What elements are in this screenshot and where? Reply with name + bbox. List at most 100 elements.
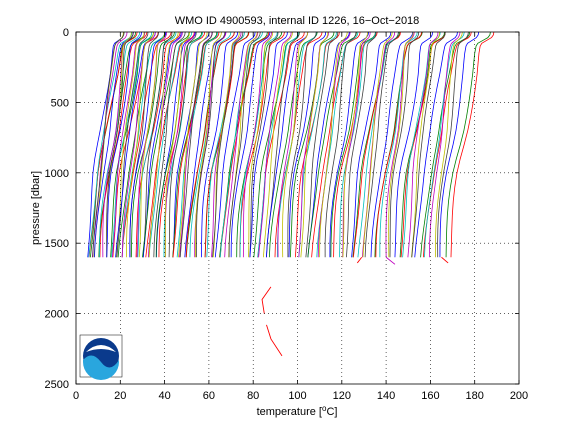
profile-line xyxy=(142,32,182,258)
profile-line xyxy=(102,32,134,258)
profile-line xyxy=(230,32,271,258)
x-tick-label: 180 xyxy=(466,390,484,402)
profile-line xyxy=(351,32,392,258)
profile-line xyxy=(266,32,309,258)
profile-line xyxy=(92,32,125,258)
profile-line xyxy=(185,32,235,258)
profile-line xyxy=(370,32,414,258)
profile-line xyxy=(87,32,125,258)
profile-line xyxy=(94,32,134,258)
profile-line xyxy=(228,32,261,258)
chart-title: WMO ID 4900593, internal ID 1226, 16−Oct… xyxy=(175,15,420,27)
profile-line xyxy=(339,32,377,258)
profile-line xyxy=(429,32,461,258)
profile-line xyxy=(242,32,272,258)
x-tick-label: 120 xyxy=(333,390,351,402)
profile-line xyxy=(138,32,165,258)
deep-profile-segment xyxy=(441,256,449,264)
profile-line xyxy=(168,32,197,258)
profile-line xyxy=(249,32,288,258)
profile-line xyxy=(126,32,154,258)
profile-line xyxy=(99,32,141,258)
x-tick-label: 60 xyxy=(203,390,215,402)
profile-line xyxy=(388,32,414,258)
profile-line xyxy=(239,32,278,258)
profile-line xyxy=(249,32,279,258)
profile-line xyxy=(364,32,399,258)
profile-line xyxy=(307,32,357,258)
profile-line xyxy=(319,32,348,258)
profile-line xyxy=(288,32,327,258)
profile-line xyxy=(394,32,433,258)
profile-line xyxy=(142,32,173,258)
plot-area xyxy=(87,32,495,357)
profile-line xyxy=(362,32,393,258)
deep-profile-segment xyxy=(385,256,396,265)
profile-line xyxy=(276,32,317,258)
profile-line xyxy=(153,32,186,258)
profile-line xyxy=(184,32,227,258)
profile-line xyxy=(178,32,208,258)
y-tick-label: 1000 xyxy=(45,168,69,180)
x-tick-label: 40 xyxy=(158,390,170,402)
profile-line xyxy=(156,32,196,258)
logo-wave xyxy=(83,355,119,380)
profile-line xyxy=(148,32,179,258)
profile-line xyxy=(346,32,377,258)
profile-line xyxy=(282,32,309,258)
profile-line xyxy=(164,32,190,258)
profile-line xyxy=(342,32,368,258)
grid xyxy=(76,32,519,384)
profile-line xyxy=(287,32,317,258)
deep-profile-segment xyxy=(356,257,363,264)
x-tick-label: 80 xyxy=(247,390,259,402)
noaa-logo xyxy=(79,334,123,380)
profile-line xyxy=(179,32,213,258)
profile-line xyxy=(130,32,175,258)
x-tick-label: 0 xyxy=(73,390,79,402)
profile-line xyxy=(329,32,370,258)
x-tick-label: 200 xyxy=(510,390,528,402)
profile-line xyxy=(212,32,244,258)
profile-line xyxy=(305,32,339,258)
profile-line xyxy=(411,32,440,258)
y-tick-label: 2500 xyxy=(45,379,69,391)
profile-line xyxy=(435,32,463,258)
profile-line xyxy=(450,32,495,258)
x-axis-title-main: temperature [ xyxy=(257,406,322,418)
profile-line xyxy=(330,32,376,258)
profile-line xyxy=(121,32,166,258)
x-tick-label: 140 xyxy=(377,390,395,402)
x-tick-label: 100 xyxy=(288,390,306,402)
profile-line xyxy=(201,32,239,258)
profile-line xyxy=(389,32,420,258)
profile-line xyxy=(439,32,480,258)
x-axis-title-unit: C] xyxy=(326,406,337,418)
profile-line xyxy=(239,32,285,258)
y-tick-label: 0 xyxy=(63,27,69,39)
logo-bird xyxy=(86,345,116,352)
profile-line xyxy=(411,32,446,258)
profile-line xyxy=(195,32,222,258)
profile-line xyxy=(277,32,309,258)
profile-line xyxy=(176,32,218,258)
degree-sign: o xyxy=(322,404,327,413)
profile-line xyxy=(189,32,232,258)
axes: 0 20 40 60 80 100 120 140 160 180 2000500100015002… xyxy=(45,27,529,402)
profile-line xyxy=(106,32,142,258)
profile-line xyxy=(248,32,274,258)
profile-line xyxy=(379,32,418,258)
profile-line xyxy=(342,32,371,258)
profile-line xyxy=(196,32,226,258)
profile-line xyxy=(115,32,145,258)
profile-line xyxy=(263,32,293,258)
profile-line xyxy=(99,32,148,258)
profile-line xyxy=(106,32,134,258)
profile-line xyxy=(324,32,357,258)
profile-line xyxy=(289,32,335,258)
profile-line xyxy=(148,32,193,258)
profile-line xyxy=(437,32,469,258)
deep-profile-segment xyxy=(261,286,272,314)
x-tick-label: 160 xyxy=(421,390,439,402)
